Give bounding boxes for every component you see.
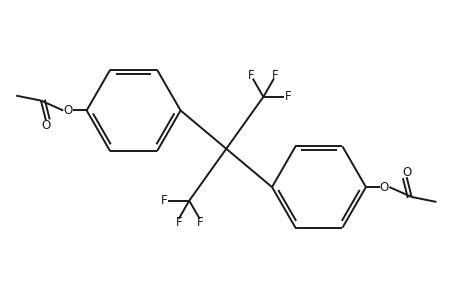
Text: O: O xyxy=(379,181,388,194)
Text: O: O xyxy=(401,166,410,179)
Text: F: F xyxy=(175,216,182,229)
Text: F: F xyxy=(284,90,291,104)
Text: F: F xyxy=(161,194,168,207)
Text: O: O xyxy=(63,104,73,117)
Text: F: F xyxy=(196,216,202,229)
Text: F: F xyxy=(271,69,278,82)
Text: O: O xyxy=(41,119,50,132)
Text: F: F xyxy=(248,69,254,82)
